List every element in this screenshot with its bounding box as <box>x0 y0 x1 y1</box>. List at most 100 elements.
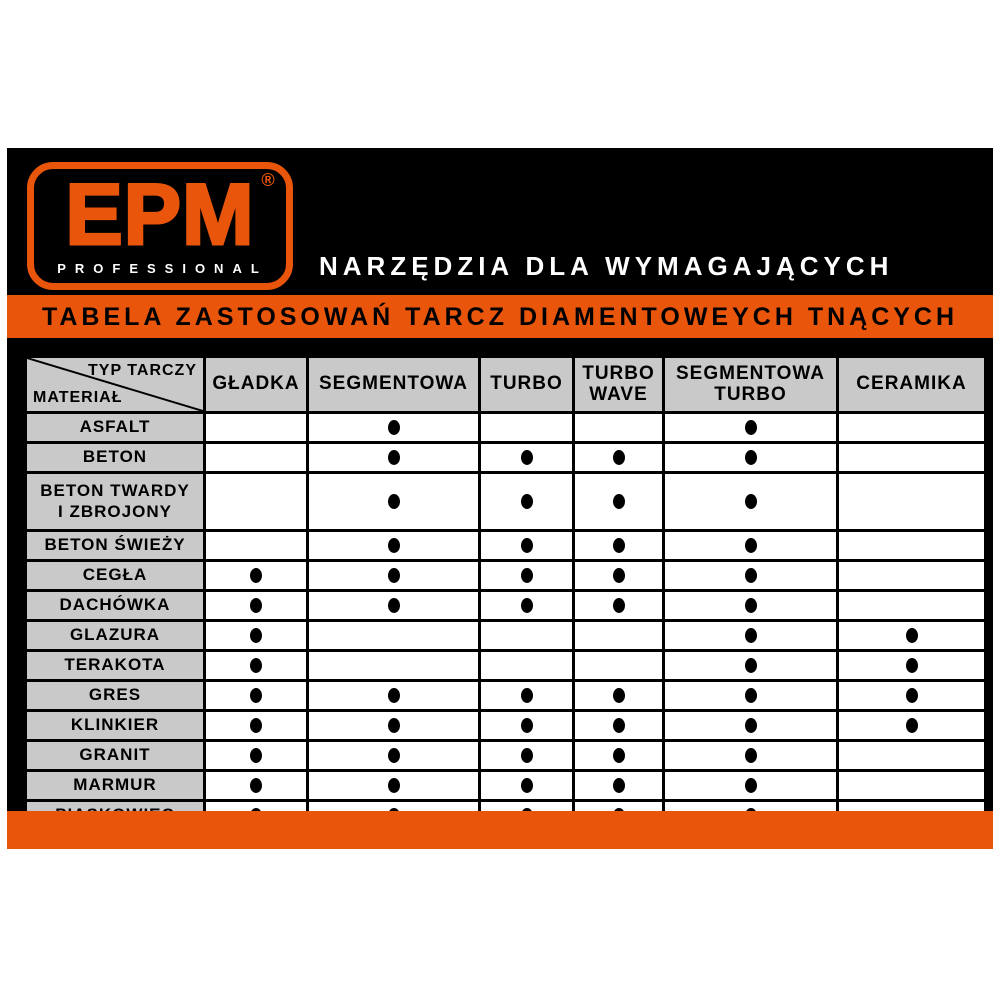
epm-card: EPM ® PROFESSIONAL NARZĘDZIA DLA WYMAGAJĄ… <box>7 148 993 849</box>
dot-cell <box>662 679 839 712</box>
header-row: TYP TARCZY MATERIAŁ GŁADKA SEGMENTOWA TURB… <box>24 355 987 414</box>
dot-cell <box>572 471 665 532</box>
dot-cell <box>662 769 839 802</box>
material-label: TERAKOTA <box>24 649 206 682</box>
dot-cell <box>306 411 481 444</box>
dot-marker <box>520 777 533 793</box>
empty-cell <box>306 619 481 652</box>
dot-cell <box>306 441 481 474</box>
dot-cell <box>662 529 839 562</box>
column-header: SEGMENTOWA TURBO <box>662 355 839 414</box>
table-row: GRANIT <box>24 739 987 772</box>
dot-cell <box>203 559 309 592</box>
dot-marker <box>744 717 757 733</box>
tagline: NARZĘDZIA DLA WYMAGAJĄCYCH <box>319 251 894 281</box>
empty-cell <box>836 739 987 772</box>
dot-cell <box>572 709 665 742</box>
epm-logo-subtext: PROFESSIONAL <box>57 260 268 276</box>
dot-cell <box>306 769 481 802</box>
dot-cell <box>478 529 575 562</box>
corner-label-bottom: MATERIAŁ <box>33 389 123 406</box>
dot-marker <box>520 597 533 613</box>
table-row: MARMUR <box>24 769 987 802</box>
dot-cell <box>836 679 987 712</box>
column-header: CERAMIKA <box>836 355 987 414</box>
empty-cell <box>836 769 987 802</box>
dot-cell <box>306 679 481 712</box>
dot-marker <box>612 747 625 763</box>
dot-marker <box>612 449 625 465</box>
table-row: ASFALT <box>24 411 987 444</box>
empty-cell <box>572 649 665 682</box>
dot-marker <box>250 627 262 643</box>
empty-cell <box>203 411 309 444</box>
dot-cell <box>306 559 481 592</box>
dot-marker <box>905 687 918 703</box>
dot-marker <box>520 567 533 583</box>
empty-cell <box>836 471 987 532</box>
column-header: TURBO WAVE <box>572 355 665 414</box>
epm-logo: EPM ® PROFESSIONAL <box>27 162 293 290</box>
dot-cell <box>203 739 309 772</box>
dot-marker <box>250 777 262 793</box>
dot-cell <box>203 709 309 742</box>
empty-cell <box>203 529 309 562</box>
bottom-orange-strip <box>7 811 993 849</box>
dot-cell <box>572 559 665 592</box>
dot-marker <box>520 449 533 465</box>
dot-marker <box>520 493 533 509</box>
table-body: ASFALT BETON BETON TWARDY I ZBROJONY BETON … <box>24 411 987 832</box>
empty-cell <box>836 589 987 622</box>
column-header: TURBO <box>478 355 575 414</box>
dot-cell <box>203 619 309 652</box>
material-label: BETON TWARDY I ZBROJONY <box>24 471 206 532</box>
table-row: BETON ŚWIEŻY <box>24 529 987 562</box>
dot-marker <box>612 567 625 583</box>
registered-trademark-icon: ® <box>261 170 275 191</box>
dot-cell <box>662 709 839 742</box>
dot-cell <box>662 411 839 444</box>
dot-cell <box>662 649 839 682</box>
dot-cell <box>478 471 575 532</box>
dot-marker <box>612 493 625 509</box>
dot-cell <box>478 559 575 592</box>
dot-marker <box>387 567 400 583</box>
table-zone: TYP TARCZY MATERIAŁ GŁADKA SEGMENTOWA TURB… <box>24 355 993 832</box>
dot-cell <box>306 589 481 622</box>
table-row: KLINKIER <box>24 709 987 742</box>
dot-marker <box>744 777 757 793</box>
material-label: GLAZURA <box>24 619 206 652</box>
table-row: GLAZURA <box>24 619 987 652</box>
dot-marker <box>250 717 262 733</box>
dot-cell <box>572 769 665 802</box>
table-row: BETON TWARDY I ZBROJONY <box>24 471 987 532</box>
dot-marker <box>905 657 918 673</box>
dot-cell <box>572 441 665 474</box>
dot-marker <box>387 537 400 553</box>
column-header: GŁADKA <box>203 355 309 414</box>
table-row: TERAKOTA <box>24 649 987 682</box>
dot-cell <box>662 471 839 532</box>
material-label: MARMUR <box>24 769 206 802</box>
material-label: CEGŁA <box>24 559 206 592</box>
material-label: BETON ŚWIEŻY <box>24 529 206 562</box>
dot-marker <box>744 537 757 553</box>
dot-marker <box>744 627 757 643</box>
empty-cell <box>306 649 481 682</box>
dot-cell <box>662 619 839 652</box>
dot-marker <box>905 627 918 643</box>
dot-cell <box>572 679 665 712</box>
dot-marker <box>387 717 400 733</box>
dot-cell <box>572 529 665 562</box>
material-label: GRANIT <box>24 739 206 772</box>
dot-marker <box>520 747 533 763</box>
table-title-banner: TABELA ZASTOSOWAŃ TARCZ DIAMENTOWEYCH TN… <box>7 295 993 338</box>
dot-cell <box>203 679 309 712</box>
dot-marker <box>387 419 400 435</box>
dot-marker <box>612 687 625 703</box>
dot-marker <box>744 449 757 465</box>
dot-cell <box>662 739 839 772</box>
empty-cell <box>478 619 575 652</box>
dot-marker <box>612 717 625 733</box>
